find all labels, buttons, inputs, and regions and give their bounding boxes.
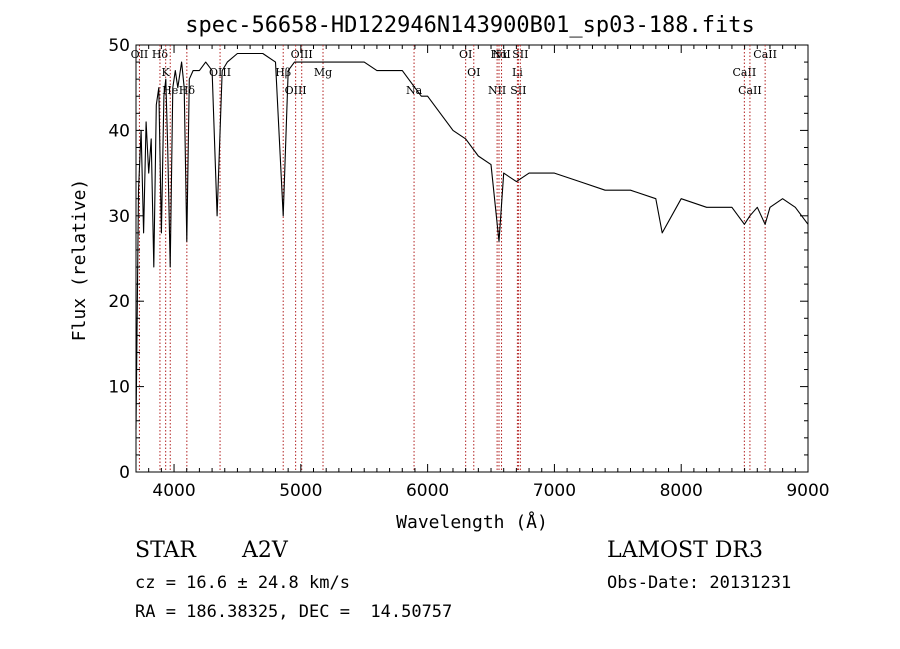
x-tick-label: 9000 <box>786 481 829 501</box>
spectral-line-label: CaII <box>733 66 757 79</box>
spectral-line-label: K <box>162 66 171 79</box>
spectral-line-markers: HαHβHδHδKHeOIIOIIIOIIIOIIIMgNaOIOINIINII… <box>131 45 777 472</box>
spectral-line-label: Hδ <box>179 84 196 97</box>
spectral-line-label: Hβ <box>275 66 291 79</box>
x-tick-label: 7000 <box>533 481 576 501</box>
x-tick-label: 5000 <box>279 481 322 501</box>
y-tick-label: 50 <box>108 36 130 56</box>
redshift-velocity: cz = 16.6 ± 24.8 km/s <box>135 573 350 593</box>
plot-frame <box>135 44 809 473</box>
spectral-line-label: OIII <box>291 48 313 61</box>
spectral-line-label: SII <box>512 48 528 61</box>
x-tick-label: 8000 <box>660 481 703 501</box>
y-tick-label: 20 <box>108 292 130 312</box>
spectral-line-label: SII <box>510 84 526 97</box>
x-tick-label: 6000 <box>406 481 449 501</box>
spectral-line-label: NII <box>488 84 506 97</box>
spectrum-line-0 <box>135 52 809 430</box>
spectral-line-label: Na <box>406 84 423 97</box>
spectrum-series <box>135 52 809 430</box>
spectral-line-label: CaII <box>738 84 762 97</box>
object-class: STAR <box>135 538 196 563</box>
spectral-line-label: OI <box>459 48 472 61</box>
spectral-line-label: OIII <box>285 84 307 97</box>
observation-date: Obs-Date: 20131231 <box>607 573 792 593</box>
chart-title: spec-56658-HD122946N143900B01_sp03-188.f… <box>185 13 755 38</box>
y-tick-label: 0 <box>119 463 130 483</box>
spectral-line-label: Li <box>512 66 523 79</box>
x-tick-label: 4000 <box>152 481 195 501</box>
spectral-line-label: NII <box>492 48 510 61</box>
axis-ticks: 4000 5000 6000 7000 8000 9000 0 10 20 30 40 50 <box>108 36 829 501</box>
plot-axes <box>135 44 809 473</box>
y-axis-label: Flux (relative) <box>69 179 90 342</box>
spectral-line-label: Hα <box>490 48 508 61</box>
spectral-line-label: OII <box>131 48 149 61</box>
y-tick-label: 30 <box>108 207 130 227</box>
sky-coordinates: RA = 186.38325, DEC = 14.50757 <box>135 602 453 622</box>
x-axis-label: Wavelength (Å) <box>396 511 548 533</box>
spectral-line-label: Mg <box>314 66 332 79</box>
spectral-line-label: OIII <box>209 66 231 79</box>
spectral-subclass: A2V <box>242 538 288 563</box>
spectral-line-label: OI <box>467 66 480 79</box>
y-tick-label: 40 <box>108 121 130 141</box>
y-tick-label: 10 <box>108 378 130 398</box>
spectral-line-label: CaII <box>753 48 777 61</box>
survey-name: LAMOST DR3 <box>607 538 763 563</box>
spectral-line-label: Hδ <box>152 48 169 61</box>
